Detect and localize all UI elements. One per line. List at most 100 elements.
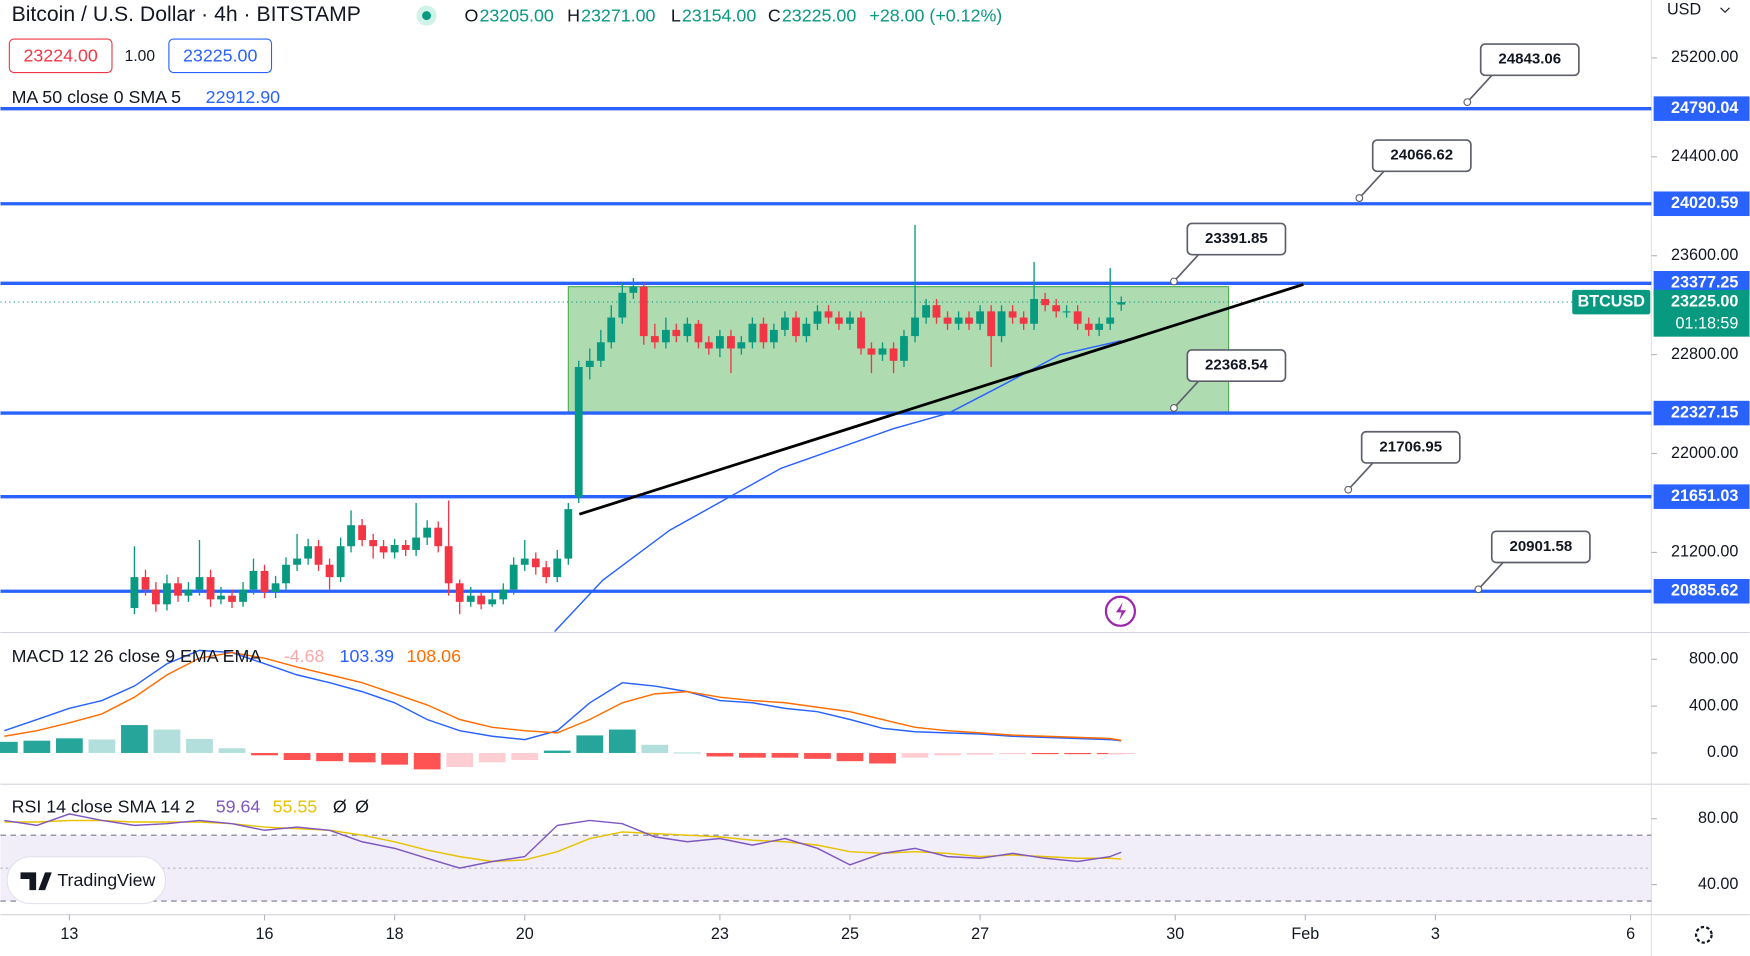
- symbol-label: BTCUSD: [1578, 292, 1645, 310]
- candle-body: [217, 595, 225, 600]
- histogram-bar: [608, 729, 636, 753]
- x-tick-label: Feb: [1291, 925, 1319, 943]
- bid-box[interactable]: [8, 38, 113, 74]
- ask-price[interactable]: 23225.00: [183, 46, 257, 66]
- y-tick-label: 22800.00: [1671, 345, 1738, 363]
- rsi-extra: Ø: [333, 796, 347, 816]
- candle-body: [195, 577, 204, 590]
- candle-body: [813, 311, 822, 324]
- candle-body: [293, 558, 301, 565]
- brand-name[interactable]: TradingView: [57, 870, 155, 890]
- candle-body: [748, 323, 757, 343]
- x-tick-label: 6: [1626, 925, 1635, 943]
- y-tick-label: 400.00: [1689, 696, 1738, 714]
- price-pane: [0, 106, 1652, 632]
- macd-line: [4, 651, 1122, 742]
- overlay: Bitcoin / U.S. Dollar · 4h · BITSTAMP +2…: [6, 0, 1730, 944]
- plot-area: 24843.06 24066.62 23391.85 22368.54 21706.95…: [0, 43, 1750, 943]
- candle-body: [520, 558, 529, 565]
- candle-body: [477, 595, 486, 605]
- histogram-bar: [804, 752, 831, 759]
- settings-icon[interactable]: [1694, 925, 1713, 944]
- callout-label: 22368.54: [1205, 357, 1268, 374]
- rsi-legend-value: 59.64: [216, 796, 261, 816]
- level-axis-label: 22327.15: [1671, 403, 1738, 421]
- histogram-bar: [966, 752, 994, 755]
- callout-leader: [1477, 561, 1504, 590]
- ohlc-value: 23154.00: [682, 5, 756, 25]
- level-axis-label: 24790.04: [1671, 99, 1738, 117]
- candle-body: [228, 595, 236, 602]
- callout-label: 20901.58: [1509, 538, 1572, 555]
- histogram-bar: [348, 752, 376, 763]
- level-axis-tag: [1653, 484, 1750, 509]
- candle-body: [672, 329, 681, 337]
- histogram-bar: [186, 738, 213, 753]
- candle-body: [369, 540, 378, 547]
- candle-body: [769, 329, 778, 343]
- candle-body: [434, 527, 443, 547]
- candle-body: [715, 336, 724, 349]
- callout-leader: [1466, 74, 1493, 103]
- callout-box: [1490, 530, 1591, 564]
- candle-body: [304, 546, 313, 559]
- histogram-bar: [218, 748, 246, 753]
- level-axis-tag: [1653, 96, 1750, 121]
- callout-anchor: [1170, 277, 1178, 286]
- currency-chevron: [1720, 7, 1730, 14]
- x-tick-label: 18: [386, 925, 404, 943]
- candle-body: [455, 583, 464, 602]
- ask-box[interactable]: [168, 38, 273, 74]
- x-tick-label: 20: [516, 925, 534, 943]
- candle-body: [639, 286, 648, 337]
- candle-body: [509, 564, 518, 590]
- candle-body: [889, 348, 898, 361]
- candle-body: [1052, 305, 1061, 312]
- currency[interactable]: USD: [1667, 0, 1701, 18]
- y-tick-label: 40.00: [1698, 875, 1738, 893]
- histogram-bar: [836, 752, 864, 762]
- candle-body: [846, 317, 854, 324]
- candle-body: [553, 558, 562, 578]
- candle-body: [444, 546, 453, 584]
- histogram-bar: [413, 752, 441, 770]
- rsi-legend-value: 55.55: [273, 796, 318, 816]
- candle-body: [574, 366, 583, 497]
- bid-price[interactable]: 23224.00: [23, 46, 97, 66]
- level-axis-label: 24020.59: [1671, 194, 1738, 212]
- callout-leader: [1173, 254, 1200, 283]
- candle-body: [900, 336, 908, 361]
- histogram-bar: [934, 752, 961, 756]
- candle-body: [954, 317, 963, 324]
- candle-body: [618, 292, 627, 318]
- trendline: [578, 283, 1304, 516]
- candle-body: [857, 317, 865, 349]
- ohlc-value: 23205.00: [479, 5, 553, 25]
- last-price-tag: [1653, 289, 1750, 337]
- histogram-bar: [88, 739, 116, 753]
- level-axis-label: 23377.25: [1671, 274, 1738, 292]
- histogram-bar: [55, 738, 83, 753]
- x-tick-label: 27: [971, 925, 989, 943]
- candle-body: [650, 336, 659, 343]
- rsi-line: [4, 813, 1122, 869]
- histogram-bar: [446, 752, 474, 768]
- candle-body: [249, 570, 258, 590]
- ohlc-prefix: H: [567, 5, 580, 25]
- histogram-bar: [283, 752, 311, 761]
- brand-badge[interactable]: [6, 856, 167, 905]
- macd-line: [4, 649, 1122, 742]
- ohlc-prefix: O: [464, 5, 478, 25]
- callout-leader: [1347, 462, 1374, 491]
- rsi-legend: RSI 14 close SMA 14 2: [12, 796, 195, 816]
- candle-body: [206, 577, 215, 600]
- candle-body: [1084, 323, 1093, 330]
- callout-leader: [1173, 380, 1200, 409]
- callout-box: [1371, 139, 1472, 173]
- candle-body: [1030, 299, 1038, 324]
- rsi-line: [4, 819, 1122, 863]
- macd-legend-value: -4.68: [284, 646, 325, 666]
- candle-body: [629, 286, 638, 293]
